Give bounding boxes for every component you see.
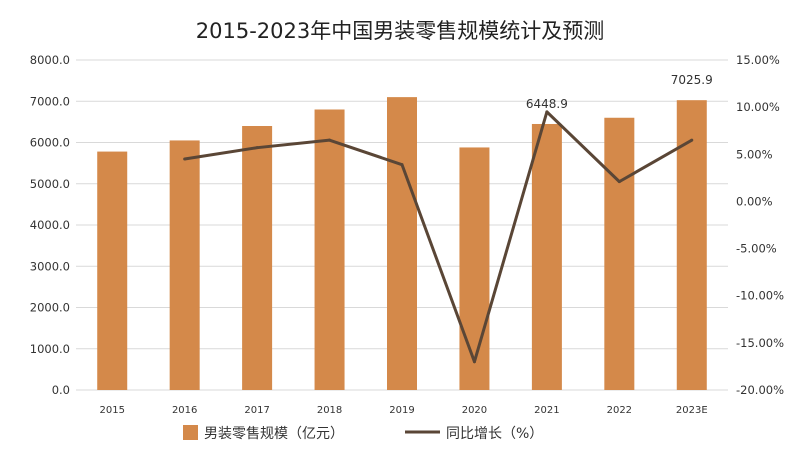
y-left-tick-label: 5000.0 (30, 177, 70, 191)
growth-point (472, 360, 476, 364)
legend-label-bar: 男装零售规模（亿元） (204, 426, 344, 442)
growth-point (617, 180, 621, 184)
growth-line (184, 110, 693, 364)
bar (314, 109, 345, 390)
bar (459, 147, 490, 390)
x-tick-label: 2018 (317, 405, 342, 416)
x-tick-label: 2019 (389, 405, 414, 416)
growth-point (328, 138, 332, 142)
bar (387, 97, 417, 390)
y-right-tick-label: 0.00% (736, 194, 773, 208)
y-left-tick-label: 4000.0 (30, 218, 70, 232)
y-right-tick-label: -5.00% (736, 242, 777, 256)
x-tick-label: 2022 (607, 405, 632, 416)
bar (676, 100, 707, 390)
growth-point (545, 110, 549, 114)
x-tick-label: 2020 (462, 405, 487, 416)
bar (604, 117, 635, 390)
growth-point (255, 146, 259, 150)
data-label: 7025.9 (671, 73, 713, 87)
growth-point (400, 163, 404, 167)
x-tick-label: 2023E (676, 405, 708, 416)
y-left-tick-label: 8000.0 (30, 53, 70, 67)
x-tick-label: 2015 (99, 405, 124, 416)
y-left-tick-label: 0.0 (52, 383, 70, 397)
y-right-tick-label: -20.00% (736, 383, 784, 397)
data-label: 6448.9 (526, 97, 568, 111)
y-right-tick-label: 10.00% (736, 100, 780, 114)
growth-point (183, 157, 187, 161)
x-tick-label: 2021 (534, 405, 559, 416)
legend-swatch-bar (183, 425, 198, 440)
y-right-tick-label: -10.00% (736, 289, 784, 303)
y-left-tick-label: 2000.0 (30, 301, 70, 315)
chart-title: 2015-2023年中国男装零售规模统计及预测 (196, 19, 604, 43)
legend-label-line: 同比增长（%） (446, 426, 543, 442)
y-right-tick-label: 5.00% (736, 147, 773, 161)
bar (169, 140, 200, 390)
y-left-tick-label: 6000.0 (30, 136, 70, 150)
y-left-tick-label: 7000.0 (30, 94, 70, 108)
y-left-tick-label: 1000.0 (30, 342, 70, 356)
y-left-tick-label: 3000.0 (30, 259, 70, 273)
bar (97, 151, 128, 390)
x-tick-label: 2016 (172, 405, 197, 416)
growth-point (690, 138, 694, 142)
y-right-tick-label: 15.00% (736, 53, 780, 67)
bar (242, 126, 273, 390)
bar (531, 123, 562, 390)
x-tick-label: 2017 (244, 405, 269, 416)
y-right-tick-label: -15.00% (736, 336, 784, 350)
